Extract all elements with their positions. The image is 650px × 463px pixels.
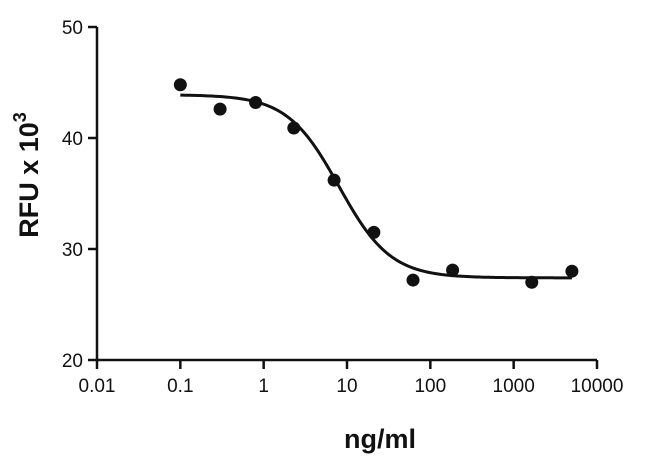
y-axis-ticks: 20 30 40 50 xyxy=(62,18,97,372)
y-tick-label: 30 xyxy=(62,240,83,261)
data-point xyxy=(406,273,420,287)
x-tick-label: 0.01 xyxy=(79,376,116,397)
data-point xyxy=(327,173,341,187)
y-axis-title-main: RFU x 10 xyxy=(14,122,44,238)
y-tick-label: 40 xyxy=(62,129,83,150)
data-point xyxy=(565,264,579,278)
x-axis-ticks: 0.01 0.1 1 10 100 1000 10000 xyxy=(79,360,624,397)
data-point xyxy=(213,102,227,116)
x-tick-label: 10 xyxy=(336,376,357,397)
fit-curve xyxy=(180,93,572,280)
x-tick-label: 10000 xyxy=(571,376,624,397)
x-tick-label: 0.1 xyxy=(167,376,193,397)
data-point xyxy=(525,275,539,289)
x-tick-label: 1000 xyxy=(493,376,535,397)
data-point xyxy=(173,78,187,92)
x-tick-label: 1 xyxy=(258,376,269,397)
data-point xyxy=(367,225,381,239)
y-tick-label: 20 xyxy=(62,351,83,372)
data-point xyxy=(446,263,460,277)
data-point xyxy=(287,121,301,135)
y-axis-title-superscript: 3 xyxy=(10,112,30,122)
data-points xyxy=(173,78,579,289)
y-axis-title: RFU x 103 xyxy=(10,112,44,238)
x-tick-label: 100 xyxy=(414,376,446,397)
data-point xyxy=(249,95,263,109)
x-axis-title: ng/ml xyxy=(344,424,416,454)
y-tick-label: 50 xyxy=(62,18,83,39)
